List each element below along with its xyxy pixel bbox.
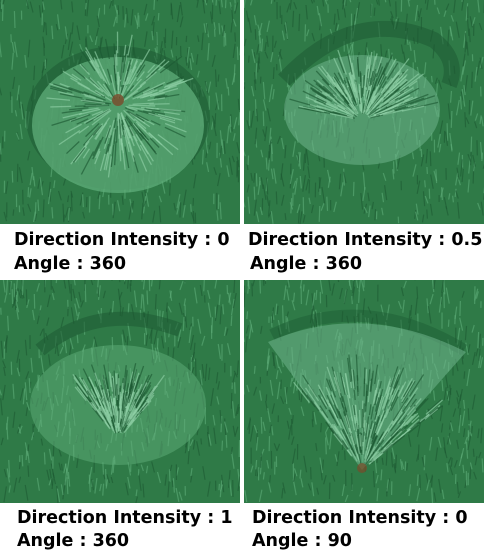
- caption-panel-2: Direction Intensity : 0.5 Angle : 360: [242, 224, 484, 280]
- direction-intensity-label: Direction Intensity : 0: [14, 230, 230, 250]
- direction-intensity-label: Direction Intensity : 0: [252, 508, 468, 528]
- grass-render-2: [244, 0, 484, 224]
- grass-panel-2: [244, 0, 484, 224]
- grass-render-3: [0, 280, 240, 503]
- angle-label: Angle : 360: [17, 531, 130, 551]
- caption-panel-1: Direction Intensity : 0 Angle : 360: [0, 224, 242, 280]
- grass-panel-1: [0, 0, 240, 224]
- caption-panel-3: Direction Intensity : 1 Angle : 360: [0, 503, 242, 557]
- angle-label: Angle : 90: [252, 531, 352, 551]
- grass-render-1: [0, 0, 240, 224]
- grass-panel-3: [0, 280, 240, 503]
- angle-label: Angle : 360: [14, 254, 127, 274]
- direction-intensity-label: Direction Intensity : 0.5: [248, 230, 483, 250]
- direction-intensity-label: Direction Intensity : 1: [17, 508, 233, 528]
- caption-panel-4: Direction Intensity : 0 Angle : 90: [242, 503, 484, 557]
- grass-render-4: [244, 280, 484, 503]
- angle-label: Angle : 360: [250, 254, 363, 274]
- grass-panel-4: [244, 280, 484, 503]
